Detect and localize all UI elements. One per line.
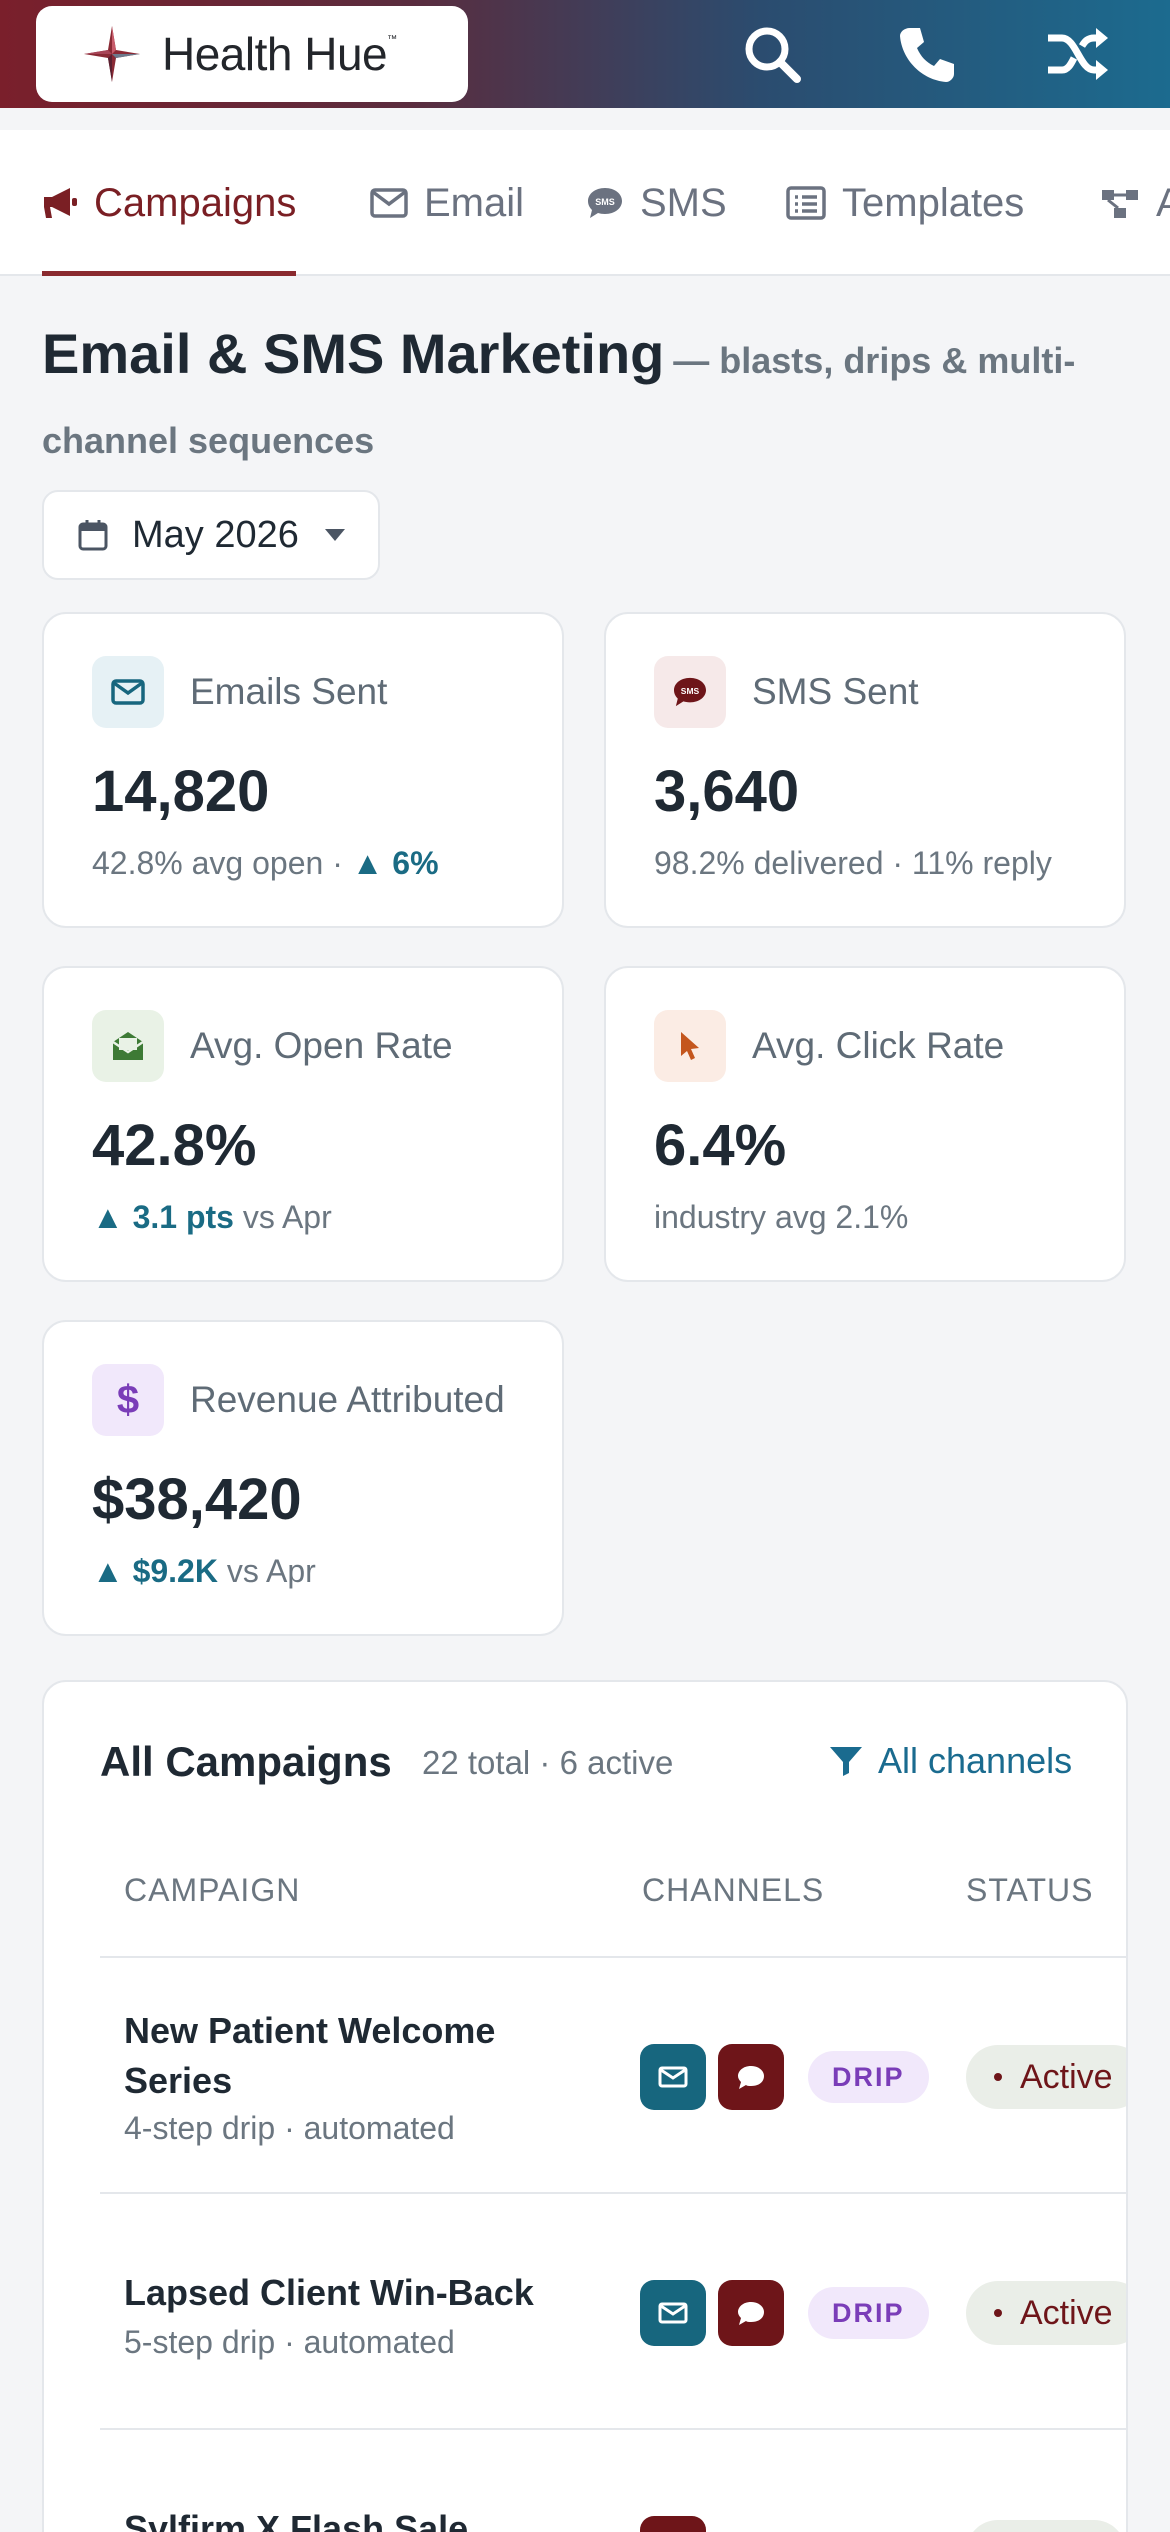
- column-header-status[interactable]: STATUS: [966, 1872, 1094, 1908]
- list-icon: [786, 186, 826, 220]
- app-header: Health Hue™: [0, 0, 1170, 108]
- stat-note: ▲ $9.2K vs Apr: [92, 1553, 316, 1589]
- divider: [100, 2192, 1126, 2194]
- page-heading: Email & SMS Marketing — blasts, drips & …: [42, 318, 1122, 485]
- stat-card-click-rate[interactable]: Avg. Click Rate 6.4% industry avg 2.1%: [604, 966, 1126, 1282]
- column-header-channels[interactable]: CHANNELS: [642, 1872, 825, 1908]
- calendar-icon: [78, 519, 108, 551]
- stat-value: $38,420: [92, 1467, 302, 1532]
- tab-campaigns-label: Campaigns: [94, 180, 297, 225]
- campaigns-count: 22 total · 6 active: [422, 1744, 674, 1781]
- email-channel-icon: [640, 2280, 706, 2346]
- stat-value: 42.8%: [92, 1113, 257, 1178]
- stat-note: industry avg 2.1%: [654, 1199, 909, 1235]
- tab-email-label: Email: [424, 180, 525, 225]
- status-badge: [966, 2520, 1126, 2532]
- channel-filter[interactable]: All channels: [828, 1740, 1072, 1782]
- stat-card-revenue[interactable]: $ Revenue Attributed $38,420 ▲ $9.2K vs …: [42, 1320, 564, 1636]
- svg-text:SMS: SMS: [595, 197, 615, 207]
- envelope-icon: [92, 656, 164, 728]
- cursor-icon: [654, 1010, 726, 1082]
- shuffle-icon[interactable]: [1046, 24, 1110, 84]
- status-badge: Active: [966, 2045, 1126, 2109]
- tab-campaigns[interactable]: Campaigns: [42, 130, 297, 276]
- dollar-icon: $: [92, 1364, 164, 1436]
- stat-value: 6.4%: [654, 1113, 787, 1178]
- stat-note: 98.2% delivered · 11% reply: [654, 845, 1052, 881]
- search-icon[interactable]: [740, 24, 804, 84]
- campaigns-table-card: All Campaigns 22 total · 6 active All ch…: [42, 1680, 1128, 2532]
- sms-channel-icon: [718, 2280, 784, 2346]
- channel-filter-label: All channels: [878, 1740, 1073, 1781]
- tab-sms[interactable]: SMS SMS: [586, 130, 727, 276]
- flow-icon: [1100, 186, 1140, 220]
- stat-label: Avg. Click Rate: [752, 1025, 1005, 1066]
- divider: [100, 1956, 1126, 1958]
- phone-icon[interactable]: [894, 24, 958, 84]
- stat-value: 14,820: [92, 759, 270, 824]
- column-header-campaign[interactable]: CAMPAIGN: [124, 1872, 301, 1908]
- stat-card-sms-sent[interactable]: SMS SMS Sent 3,640 98.2% delivered · 11%…: [604, 612, 1126, 928]
- stat-card-emails-sent[interactable]: Emails Sent 14,820 42.8% avg open · ▲ 6%: [42, 612, 564, 928]
- filter-icon: [828, 1745, 864, 1777]
- status-badge: Active: [966, 2281, 1126, 2345]
- stat-label: Avg. Open Rate: [190, 1025, 453, 1066]
- divider: [100, 2428, 1126, 2430]
- month-value: May 2026: [132, 513, 299, 556]
- chevron-down-icon: [324, 529, 345, 541]
- stat-label: Emails Sent: [190, 671, 388, 712]
- sms-bubble-icon: SMS: [654, 656, 726, 728]
- envelope-icon: [370, 188, 408, 218]
- tab-automations[interactable]: A: [1100, 130, 1170, 276]
- tab-templates-label: Templates: [842, 180, 1025, 225]
- drip-badge: DRIP: [808, 2287, 929, 2339]
- month-picker[interactable]: May 2026: [42, 490, 380, 580]
- tab-templates[interactable]: Templates: [786, 130, 1024, 276]
- health-hue-logo-icon: [82, 24, 142, 84]
- svg-text:SMS: SMS: [681, 686, 700, 696]
- drip-badge: DRIP: [808, 2051, 929, 2103]
- page-subtitle: — blasts, drips & multi-channel sequence…: [42, 340, 1076, 461]
- brand-logo[interactable]: Health Hue™: [36, 6, 468, 102]
- stat-label: Revenue Attributed: [190, 1379, 505, 1420]
- tab-automations-label: A: [1156, 180, 1170, 225]
- sms-channel-icon: [718, 2044, 784, 2110]
- stat-note: ▲ 3.1 pts vs Apr: [92, 1199, 332, 1235]
- open-envelope-icon: [92, 1010, 164, 1082]
- sms-channel-icon: [640, 2516, 706, 2532]
- campaign-name[interactable]: Lapsed Client Win-Back: [124, 2272, 534, 2313]
- campaign-meta: 4-step drip · automated: [124, 2110, 455, 2146]
- megaphone-icon: [42, 186, 78, 220]
- tab-bar: Campaigns Email SMS SMS Templates A: [0, 130, 1170, 276]
- tab-sms-label: SMS: [640, 180, 727, 225]
- stat-card-open-rate[interactable]: Avg. Open Rate 42.8% ▲ 3.1 pts vs Apr: [42, 966, 564, 1282]
- campaign-meta: 5-step drip · automated: [124, 2324, 455, 2360]
- email-channel-icon: [640, 2044, 706, 2110]
- stat-note: 42.8% avg open · ▲ 6%: [92, 845, 439, 881]
- tab-email[interactable]: Email: [370, 130, 524, 276]
- campaign-name[interactable]: New Patient Welcome Series: [124, 2010, 496, 2101]
- sms-bubble-icon: SMS: [586, 186, 624, 220]
- brand-name: Health Hue™: [162, 28, 397, 80]
- campaign-name[interactable]: Sylfirm X Flash Sale: [124, 2508, 469, 2532]
- campaigns-title: All Campaigns: [100, 1738, 392, 1785]
- page-title: Email & SMS Marketing: [42, 322, 665, 385]
- stat-value: 3,640: [654, 759, 800, 824]
- stat-label: SMS Sent: [752, 671, 919, 712]
